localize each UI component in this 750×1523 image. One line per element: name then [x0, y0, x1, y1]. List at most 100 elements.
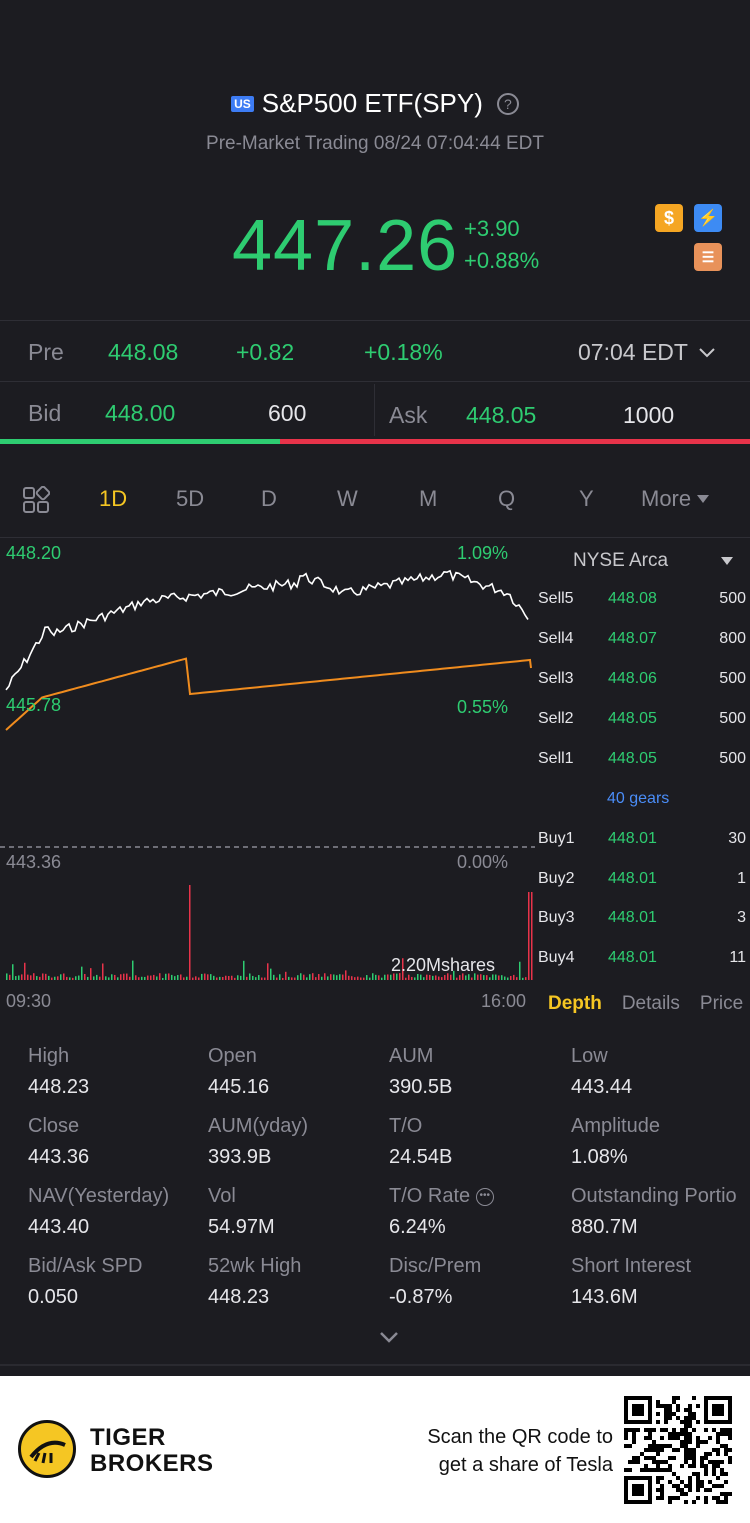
- volume-bar: [138, 977, 140, 980]
- volume-bar: [483, 975, 485, 980]
- depth-tabs: Depth Details Price: [548, 993, 743, 1015]
- volume-bar: [75, 976, 77, 980]
- lightning-icon[interactable]: ⚡: [694, 204, 722, 232]
- brand-name-line1: TIGER: [90, 1424, 166, 1451]
- volume-bar: [411, 976, 413, 980]
- volume-label: 2.20Mshares: [391, 955, 496, 975]
- volume-bar: [225, 975, 227, 980]
- volume-bar: [339, 974, 341, 980]
- tab-depth[interactable]: Depth: [548, 993, 602, 1014]
- volume-bar: [399, 973, 401, 980]
- volume-bar: [312, 973, 314, 980]
- brand-name-line2: BROKERS: [90, 1450, 214, 1477]
- divider: [0, 320, 750, 321]
- volume-bar: [12, 964, 14, 980]
- volume-bar: [117, 977, 119, 980]
- tab-d[interactable]: D: [261, 486, 277, 511]
- volume-bar: [174, 976, 176, 980]
- volume-bar: [30, 975, 32, 980]
- tab-q[interactable]: Q: [498, 486, 516, 511]
- tab-1d[interactable]: 1D: [99, 486, 128, 511]
- trading-status: Pre-Market Trading 08/24 07:04:44 EDT: [206, 133, 544, 154]
- volume-bar: [48, 975, 50, 980]
- chart-start-time: 09:30: [6, 991, 52, 1011]
- pre-change-percent: +0.18%: [364, 339, 443, 365]
- volume-bar: [291, 977, 293, 980]
- volume-bar: [54, 976, 56, 980]
- volume-bar: [528, 892, 530, 980]
- tab-price[interactable]: Price: [699, 993, 744, 1014]
- volume-bar: [345, 970, 347, 980]
- volume-bar: [294, 977, 296, 980]
- volume-bar: [264, 977, 266, 980]
- price-change: +3.90: [464, 216, 520, 241]
- volume-bar: [333, 974, 335, 980]
- volume-bar: [330, 974, 332, 980]
- volume-bar: [519, 961, 521, 980]
- pre-price: 448.08: [108, 339, 179, 365]
- volume-bar: [417, 973, 419, 980]
- volume-bar: [258, 975, 260, 980]
- volume-bar: [21, 974, 23, 980]
- volume-bar: [207, 974, 209, 980]
- volume-bar: [432, 975, 434, 980]
- volume-bar: [105, 976, 107, 980]
- volume-bar: [162, 977, 164, 980]
- volume-bar: [78, 975, 80, 980]
- volume-bar: [273, 974, 275, 980]
- tab-more[interactable]: More: [641, 486, 710, 512]
- dollar-icon[interactable]: $: [655, 204, 683, 232]
- exchange-selector[interactable]: NYSE Arca: [573, 550, 733, 572]
- volume-bar: [42, 973, 44, 980]
- bid-ratio-fill: [0, 439, 280, 444]
- volume-bars: [6, 885, 533, 980]
- volume-bar: [453, 970, 455, 980]
- volume-bar: [45, 973, 47, 980]
- volume-bar: [297, 975, 299, 980]
- volume-bar: [234, 977, 236, 980]
- volume-bar: [357, 976, 359, 980]
- qr-code-icon[interactable]: [624, 1396, 732, 1504]
- volume-bar: [222, 976, 224, 980]
- volume-bar: [216, 977, 218, 980]
- volume-bar: [504, 976, 506, 980]
- volume-bar: [324, 973, 326, 980]
- tab-5d[interactable]: 5D: [176, 486, 205, 511]
- volume-bar: [186, 976, 188, 980]
- tab-more-label: More: [641, 486, 692, 511]
- volume-bar: [246, 976, 248, 980]
- buy-level-1: Buy1 448.01 30: [538, 830, 746, 847]
- buy-level-3: Buy3 448.01 3: [538, 909, 746, 926]
- volume-bar: [282, 977, 284, 980]
- volume-bar: [240, 975, 242, 980]
- volume-bar: [60, 974, 62, 980]
- volume-bar: [423, 977, 425, 980]
- volume-bar: [435, 975, 437, 980]
- help-icon[interactable]: ?: [496, 92, 519, 115]
- volume-bar: [363, 977, 365, 980]
- volume-bar: [303, 974, 305, 980]
- tab-m[interactable]: M: [419, 486, 438, 511]
- sell-level-5: Sell5 448.08 500: [538, 590, 746, 607]
- volume-bar: [306, 977, 308, 980]
- gears-link[interactable]: 40 gears: [607, 790, 670, 807]
- stat-amplitude: Amplitude 1.08%: [571, 1115, 660, 1168]
- tab-w[interactable]: W: [337, 486, 358, 511]
- volume-bar: [114, 974, 116, 980]
- volume-bar: [27, 974, 29, 980]
- volume-bar: [369, 977, 371, 980]
- tab-y[interactable]: Y: [579, 486, 594, 511]
- volume-bar: [474, 973, 476, 980]
- volume-bar: [456, 977, 458, 980]
- tab-details[interactable]: Details: [621, 993, 680, 1014]
- intraday-chart[interactable]: 448.20 1.09% 445.78 0.55% 443.36 0.00% 2…: [0, 540, 535, 1020]
- volume-bar: [87, 976, 89, 980]
- sell-level-1: Sell1 448.05 500: [538, 750, 746, 767]
- more-info-icon[interactable]: •••: [475, 1187, 494, 1206]
- expand-chevron-icon[interactable]: [378, 1330, 400, 1344]
- stat-high: High 448.23: [28, 1045, 90, 1098]
- grid-icon[interactable]: [22, 486, 50, 514]
- education-icon[interactable]: ☰: [694, 243, 722, 271]
- order-book-panel: NYSE Arca Sell5 448.08 500 Sell4 448.07 800 …: [535, 540, 750, 1020]
- session-time-dropdown[interactable]: 07:04 EDT: [578, 339, 716, 366]
